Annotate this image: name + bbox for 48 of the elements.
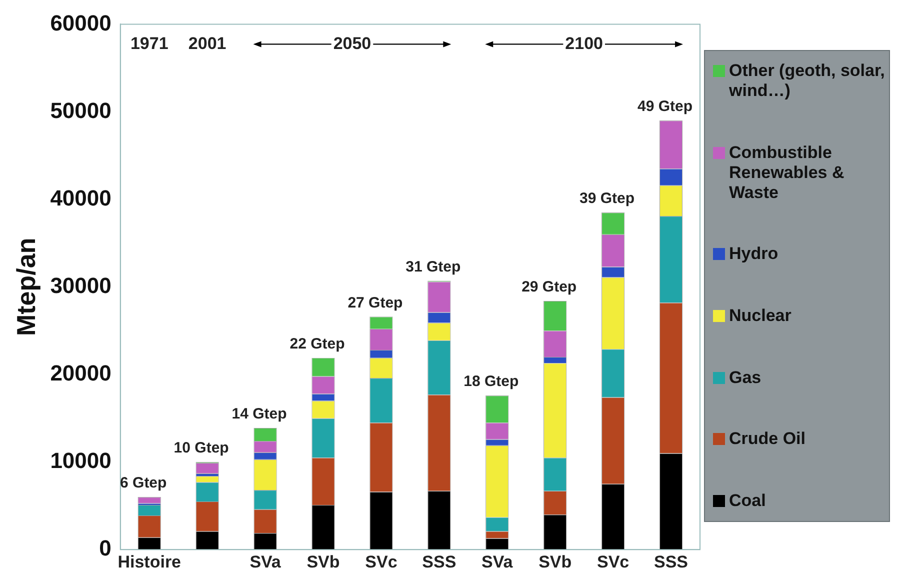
y-tick-label: 30000 [50,272,112,298]
annotation: 2100 [565,34,603,53]
annotation: 27 Gtep [348,294,403,312]
annotation: 10 Gtep [174,440,229,457]
annotation: 6 Gtep [120,474,167,492]
annotation: 18 Gtep [464,373,519,390]
x-tick-label: SVc [596,552,630,572]
annotation: 2001 [188,34,226,53]
x-tick-label: SVb [306,552,340,572]
y-tick-label: 0 [99,536,112,561]
x-tick-label: SVb [538,552,572,572]
annotation: 22 Gtep [290,335,345,352]
bar [138,537,161,550]
bar [659,453,683,550]
legend-label: Hydro [729,244,778,264]
annotation: 29 Gtep [522,278,577,296]
x-tick-label: SSS [654,552,688,572]
y-tick-label: 20000 [50,360,112,386]
x-tick-label: SVa [250,552,282,572]
x-tick-label: Histoire [118,552,182,572]
y-tick-label: 50000 [50,98,112,123]
x-tick-label: SSS [422,552,456,572]
legend-label: Crude Oil [729,429,806,450]
bar [312,504,335,550]
legend-label: Combustible Renewables & Waste [729,142,846,203]
annotation: 49 Gtep [638,98,693,116]
legend-label: Gas [729,368,762,388]
annotation: 31 Gtep [406,258,461,276]
y-tick-label: 40000 [50,185,112,210]
bar [601,484,625,550]
annotation: 2050 [333,34,372,53]
legend-label: Other (geoth, solar, wind…) [729,61,885,101]
x-tick-label: SVc [365,552,398,572]
legend-label: Coal [729,490,766,511]
annotation: 39 Gtep [580,190,635,208]
bar [196,531,219,550]
legend-label: Nuclear [729,306,792,326]
bar [254,532,277,550]
bar [428,490,451,550]
bar [544,514,567,550]
annotation: 14 Gtep [232,406,287,423]
annotation: 1971 [130,34,168,53]
bar [486,538,509,550]
y-axis-title: Mtep/an [10,238,41,336]
x-tick-label: SVa [482,552,514,572]
y-tick-label: 10000 [50,448,112,474]
y-tick-label: 60000 [50,10,112,36]
bar [370,492,393,550]
